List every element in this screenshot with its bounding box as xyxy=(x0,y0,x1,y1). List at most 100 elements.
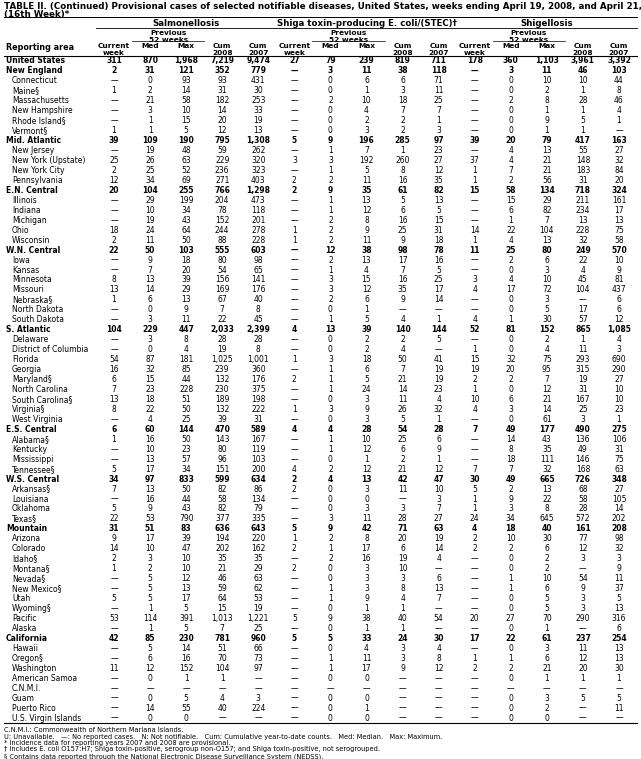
Text: —: — xyxy=(471,106,479,115)
Text: Shigellosis: Shigellosis xyxy=(520,19,573,28)
Text: 60: 60 xyxy=(145,425,155,434)
Text: 21: 21 xyxy=(542,166,552,175)
Text: —: — xyxy=(399,704,406,713)
Text: 1: 1 xyxy=(364,305,369,314)
Text: 98: 98 xyxy=(614,534,624,543)
Text: 290: 290 xyxy=(576,614,590,623)
Text: 0: 0 xyxy=(508,694,513,703)
Text: 11: 11 xyxy=(398,395,407,404)
Text: —: — xyxy=(110,644,118,653)
Text: 23: 23 xyxy=(181,445,191,454)
Text: 0: 0 xyxy=(508,564,513,573)
Text: 2: 2 xyxy=(328,554,333,563)
Text: —: — xyxy=(290,694,298,703)
Text: —: — xyxy=(110,455,118,464)
Text: 3: 3 xyxy=(436,495,441,503)
Text: 1: 1 xyxy=(437,415,441,424)
Text: 2: 2 xyxy=(400,116,405,125)
Text: Previous
52 weeks: Previous 52 weeks xyxy=(329,30,368,43)
Text: South Dakota: South Dakota xyxy=(12,315,64,324)
Text: 13: 13 xyxy=(362,196,371,205)
Text: 19: 19 xyxy=(434,365,444,374)
Text: 93: 93 xyxy=(181,77,191,86)
Text: 79: 79 xyxy=(253,505,263,513)
Text: —: — xyxy=(290,67,298,75)
Text: 255: 255 xyxy=(178,186,194,195)
Text: 19: 19 xyxy=(434,375,444,384)
Text: 5: 5 xyxy=(328,634,333,643)
Text: 4: 4 xyxy=(364,644,369,653)
Text: 31: 31 xyxy=(578,176,588,185)
Text: 40: 40 xyxy=(397,614,408,623)
Text: 1: 1 xyxy=(472,166,477,175)
Text: 3: 3 xyxy=(544,694,549,703)
Text: 47: 47 xyxy=(181,544,191,553)
Text: 260: 260 xyxy=(395,156,410,165)
Text: 82: 82 xyxy=(542,206,552,215)
Text: 6: 6 xyxy=(617,624,621,633)
Text: —: — xyxy=(110,694,118,703)
Text: Vermont§: Vermont§ xyxy=(12,126,48,135)
Text: 11: 11 xyxy=(542,67,552,75)
Text: 27: 27 xyxy=(434,515,444,524)
Text: 2: 2 xyxy=(544,335,549,345)
Text: 1: 1 xyxy=(292,355,297,364)
Text: 80: 80 xyxy=(542,246,552,254)
Text: 25: 25 xyxy=(434,96,444,106)
Text: 11: 11 xyxy=(181,315,191,324)
Text: 2: 2 xyxy=(292,564,297,573)
Text: 11: 11 xyxy=(109,664,119,672)
Text: 4: 4 xyxy=(328,425,333,434)
Text: Rhode Island§: Rhode Island§ xyxy=(12,116,65,125)
Text: 0: 0 xyxy=(328,484,333,493)
Text: —: — xyxy=(471,415,479,424)
Text: 3: 3 xyxy=(256,694,261,703)
Text: Massachusetts: Massachusetts xyxy=(12,96,69,106)
Text: 54: 54 xyxy=(109,355,119,364)
Text: 119: 119 xyxy=(251,445,265,454)
Text: 12: 12 xyxy=(578,653,588,663)
Text: —: — xyxy=(290,315,298,324)
Text: 13: 13 xyxy=(578,216,588,225)
Text: 10: 10 xyxy=(542,574,552,583)
Text: 237: 237 xyxy=(575,634,591,643)
Text: 12: 12 xyxy=(362,285,371,294)
Text: 30: 30 xyxy=(433,634,444,643)
Text: 316: 316 xyxy=(612,614,626,623)
Text: —: — xyxy=(110,106,118,115)
Text: 14: 14 xyxy=(109,544,119,553)
Text: Delaware: Delaware xyxy=(12,335,48,345)
Text: 19: 19 xyxy=(217,345,227,354)
Text: 199: 199 xyxy=(179,196,194,205)
Text: 1: 1 xyxy=(328,375,333,384)
Text: —: — xyxy=(254,713,262,723)
Text: 2: 2 xyxy=(292,474,297,483)
Text: 12: 12 xyxy=(362,465,371,474)
Text: 220: 220 xyxy=(251,534,265,543)
Text: 4: 4 xyxy=(400,345,405,354)
Text: 2: 2 xyxy=(328,465,333,474)
Text: 13: 13 xyxy=(325,326,336,334)
Text: 46: 46 xyxy=(578,67,588,75)
Text: 5: 5 xyxy=(364,375,369,384)
Text: 176: 176 xyxy=(251,285,265,294)
Text: 833: 833 xyxy=(178,474,194,483)
Text: S. Atlantic: S. Atlantic xyxy=(6,326,51,334)
Text: 134: 134 xyxy=(251,495,265,503)
Text: 9: 9 xyxy=(364,225,369,235)
Text: Cum
2008: Cum 2008 xyxy=(572,43,593,56)
Text: 17: 17 xyxy=(146,534,155,543)
Text: 16: 16 xyxy=(434,256,444,265)
Text: 5: 5 xyxy=(147,644,153,653)
Text: Salmonellosis: Salmonellosis xyxy=(153,19,220,28)
Text: 29: 29 xyxy=(146,196,155,205)
Text: 9: 9 xyxy=(508,495,513,503)
Text: 3: 3 xyxy=(581,604,585,613)
Text: —: — xyxy=(290,77,298,86)
Text: —: — xyxy=(290,276,298,285)
Text: 25: 25 xyxy=(253,624,263,633)
Text: 0: 0 xyxy=(508,87,513,96)
Text: 6: 6 xyxy=(544,256,549,265)
Text: 14: 14 xyxy=(542,405,552,414)
Text: 39: 39 xyxy=(469,136,480,145)
